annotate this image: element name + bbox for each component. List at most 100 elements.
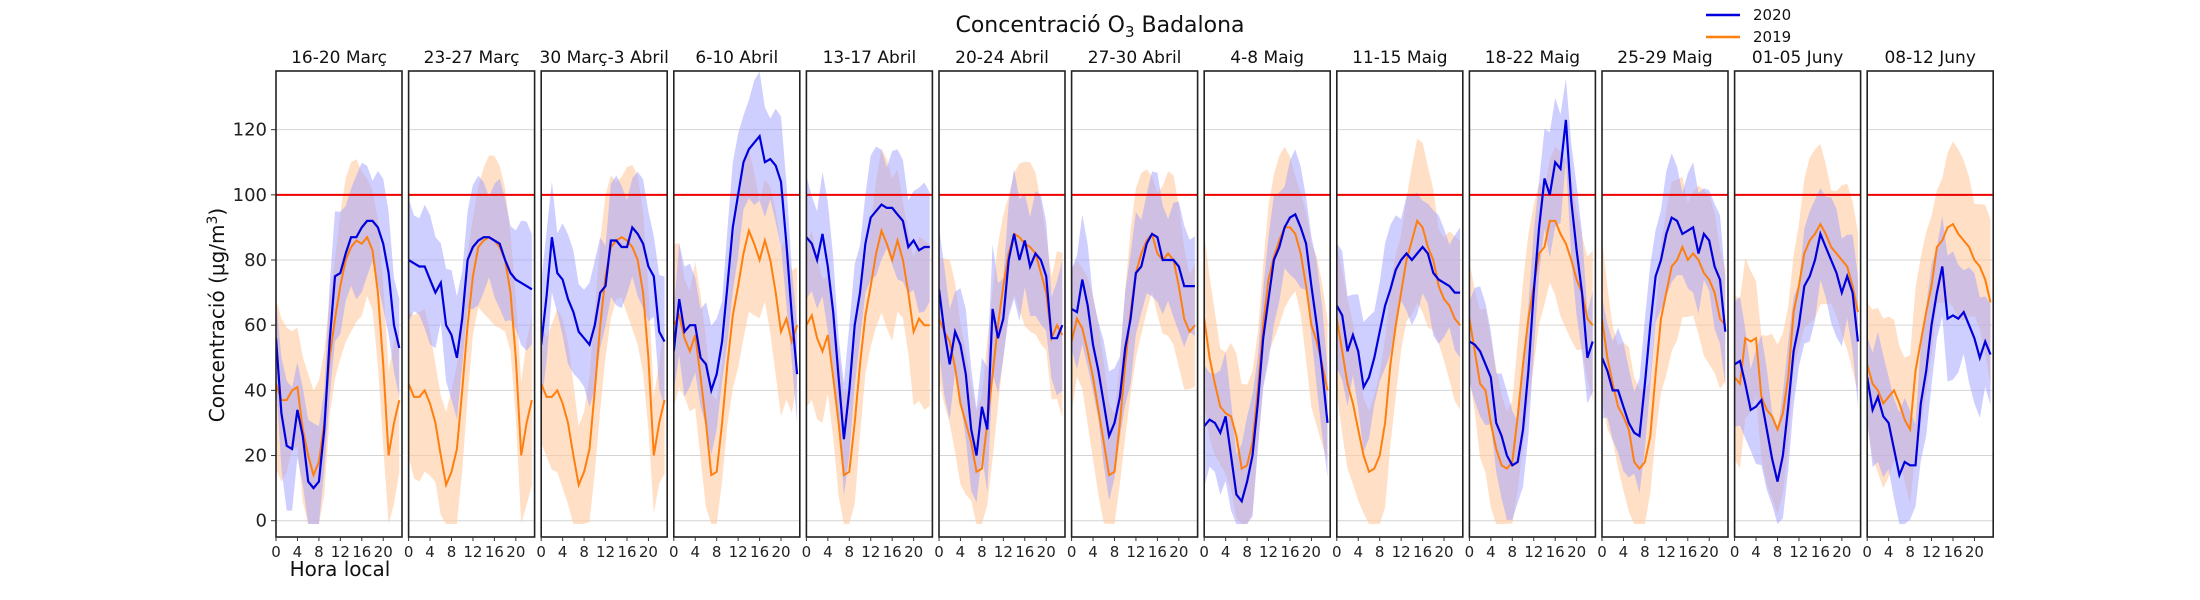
band-2020 — [1867, 216, 1991, 525]
series-2020-line — [1071, 232, 1195, 441]
x-tick-label: 4 — [956, 543, 966, 561]
series-2020-line — [1602, 215, 1727, 438]
series-2020-line — [673, 133, 799, 395]
x-tick-label: 20 — [1965, 543, 1984, 561]
x-tick-label: 8 — [1905, 543, 1915, 561]
x-tick-label: 12 — [1259, 543, 1278, 561]
x-tick-label: 20 — [374, 543, 393, 561]
panel-12: 01-05 Juny 0 4 8 12 16 20 — [1730, 48, 1862, 561]
x-tick-label: 20 — [639, 543, 658, 561]
panel-5: 13-17 Abril 0 4 8 12 16 20 — [802, 48, 934, 561]
panel-title: 08-12 Juny — [1884, 48, 1975, 68]
x-tick-label: 8 — [1242, 543, 1252, 561]
y-tick-label: 120 — [233, 120, 267, 141]
series-2020-line — [806, 203, 930, 440]
panel-frame — [1601, 70, 1729, 538]
series-2019-line — [1734, 222, 1859, 433]
x-tick-label: 4 — [1088, 543, 1098, 561]
x-tick-label: 4 — [425, 543, 435, 561]
panel-3: 30 Març-3 Abril 0 4 8 12 16 20 — [536, 48, 668, 561]
x-tick-label: 4 — [1353, 543, 1363, 561]
panel-title: 13-17 Abril — [823, 48, 917, 68]
panel-plot-area — [806, 146, 933, 524]
series-2020-line — [408, 236, 533, 359]
x-tick-label: 0 — [1730, 543, 1740, 561]
x-axis-label: Hora local — [290, 557, 391, 581]
x-tick-label: 20 — [1832, 543, 1851, 561]
panel-frame — [1733, 70, 1862, 538]
panel-title: 23-27 Març — [424, 48, 520, 68]
panel-plot-area — [1336, 138, 1463, 524]
x-tick-label: 8 — [314, 543, 324, 561]
panel-plot-area — [673, 71, 800, 524]
panel-title: 6-10 Abril — [695, 48, 778, 68]
x-tick-label: 0 — [271, 543, 281, 561]
series-2019-line — [408, 236, 533, 489]
series-2020-line — [1469, 119, 1594, 467]
x-tick-label: 12 — [861, 543, 880, 561]
x-tick-label: 4 — [690, 543, 700, 561]
panel-plot-area — [541, 165, 668, 524]
panel-frame — [1203, 70, 1331, 538]
x-tick-label: 8 — [845, 543, 855, 561]
x-tick-label: 4 — [1619, 543, 1629, 561]
x-tick-label: 0 — [934, 543, 944, 561]
y-tick-label: 60 — [244, 315, 267, 336]
x-tick-label: 12 — [1126, 543, 1145, 561]
series-2020-line — [276, 219, 401, 490]
panel-10: 18-22 Maig 0 4 8 12 16 20 — [1465, 48, 1597, 561]
legend: 2020 2019 — [1706, 6, 1791, 46]
x-tick-label: 20 — [771, 543, 790, 561]
panel-frame — [1866, 70, 1994, 538]
panel-frame — [540, 70, 669, 538]
x-tick-label: 0 — [802, 543, 812, 561]
y-tick-label: 0 — [256, 511, 267, 532]
x-tick-label: 12 — [1392, 543, 1411, 561]
x-tick-label: 16 — [1280, 543, 1299, 561]
panel-8: 4-8 Maig 0 4 8 12 16 20 — [1199, 48, 1331, 561]
x-tick-label: 16 — [1413, 543, 1432, 561]
panel-plot-area — [1071, 169, 1198, 524]
y-tick-label: 40 — [244, 380, 267, 401]
band-2020 — [1071, 171, 1195, 501]
x-tick-label: 12 — [1524, 543, 1543, 561]
x-tick-label: 8 — [1640, 543, 1650, 561]
panel-plot-area — [276, 159, 402, 525]
series-2019-line — [806, 227, 930, 477]
panel-frame — [1468, 70, 1597, 538]
series-2020-line — [1336, 245, 1461, 391]
y-tick-label: 100 — [233, 185, 267, 206]
x-tick-label: 12 — [1789, 543, 1808, 561]
x-tick-label: 16 — [1546, 543, 1565, 561]
x-tick-label: 4 — [823, 543, 833, 561]
panel-plot-area — [1469, 78, 1596, 524]
panel-frame — [407, 70, 536, 538]
x-tick-label: 16 — [750, 543, 769, 561]
series-2020-line — [541, 225, 666, 348]
x-tick-label: 0 — [1862, 543, 1872, 561]
x-tick-label: 0 — [669, 543, 679, 561]
x-tick-label: 0 — [1597, 543, 1607, 561]
panel-11: 25-29 Maig 0 4 8 12 16 20 — [1597, 48, 1729, 561]
x-tick-label: 4 — [1751, 543, 1761, 561]
x-tick-label: 8 — [579, 543, 589, 561]
y-tick-label: 80 — [244, 250, 267, 271]
x-tick-label: 0 — [536, 543, 546, 561]
series-2019-line — [673, 227, 799, 477]
x-tick-label: 0 — [404, 543, 414, 561]
x-tick-label: 12 — [729, 543, 748, 561]
series-2019-line — [1336, 218, 1461, 474]
series-2019-line — [939, 232, 1064, 474]
x-tick-label: 8 — [1508, 543, 1518, 561]
x-tick-label: 12 — [994, 543, 1013, 561]
panel-frame — [275, 70, 403, 538]
series-2019-line — [276, 235, 401, 479]
x-tick-label: 20 — [1169, 543, 1188, 561]
panel-2: 23-27 Març 0 4 8 12 16 20 — [404, 48, 536, 561]
x-tick-label: 8 — [447, 543, 457, 561]
y-tick-label: 20 — [244, 446, 267, 467]
band-2020 — [1734, 188, 1858, 524]
